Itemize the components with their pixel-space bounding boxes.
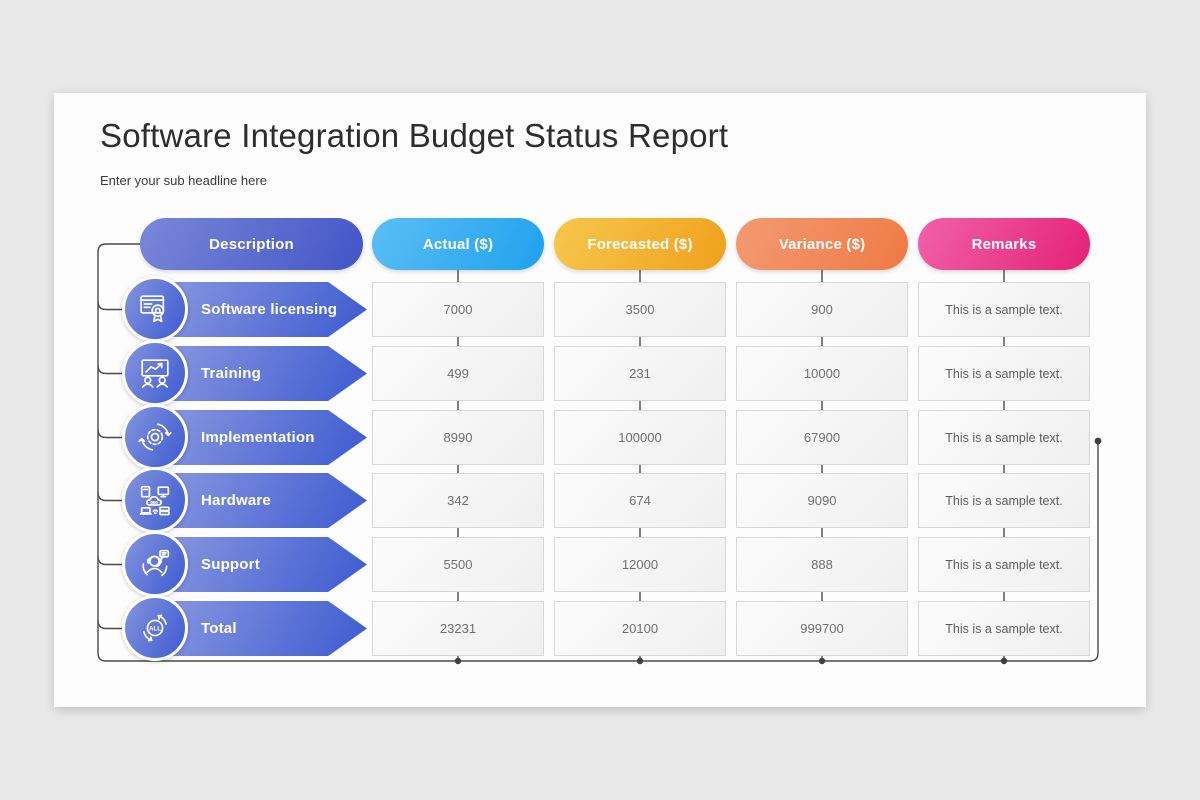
cell-forecasted-row1: 231 (554, 346, 726, 401)
hardware-icon (122, 467, 188, 533)
column-header-label: Actual ($) (422, 235, 494, 253)
page-subtitle: Enter your sub headline here (100, 173, 267, 188)
column-header-forecasted: Forecasted ($) (554, 218, 726, 270)
column-header-label: Forecasted ($) (587, 235, 693, 253)
column-header-description: Description (140, 218, 363, 270)
cell-actual-row4: 5500 (372, 537, 544, 592)
cell-variance-row1: 10000 (736, 346, 908, 401)
cell-remarks-row0: This is a sample text. (918, 282, 1090, 337)
cell-actual-row2: 8990 (372, 410, 544, 465)
column-header-label: Description (209, 235, 294, 253)
cell-forecasted-row2: 100000 (554, 410, 726, 465)
cell-remarks-row4: This is a sample text. (918, 537, 1090, 592)
cell-forecasted-row0: 3500 (554, 282, 726, 337)
implementation-icon (122, 404, 188, 470)
slide: Software Integration Budget Status Repor… (54, 93, 1146, 707)
column-header-variance: Variance ($) (736, 218, 908, 270)
row-label-text: Implementation (201, 429, 315, 446)
cell-forecasted-row4: 12000 (554, 537, 726, 592)
total-icon: ALL (122, 595, 188, 661)
software-licensing-icon (122, 276, 188, 342)
row-label-total: Total (173, 601, 367, 656)
row-label-hardware: Hardware (173, 473, 367, 528)
cell-remarks-row3: This is a sample text. (918, 473, 1090, 528)
cell-variance-row0: 900 (736, 282, 908, 337)
support-icon (122, 531, 188, 597)
cell-remarks-row5: This is a sample text. (918, 601, 1090, 656)
cell-variance-row4: 888 (736, 537, 908, 592)
cell-actual-row3: 342 (372, 473, 544, 528)
column-header-label: Variance ($) (778, 235, 866, 253)
cell-forecasted-row5: 20100 (554, 601, 726, 656)
row-label-support: Support (173, 537, 367, 592)
page-title: Software Integration Budget Status Repor… (100, 117, 729, 154)
cell-remarks-row1: This is a sample text. (918, 346, 1090, 401)
cell-variance-row3: 9090 (736, 473, 908, 528)
training-icon (122, 340, 188, 406)
column-header-label: Remarks (971, 235, 1037, 253)
column-header-remarks: Remarks (918, 218, 1090, 270)
cell-remarks-row2: This is a sample text. (918, 410, 1090, 465)
cell-actual-row0: 7000 (372, 282, 544, 337)
cell-actual-row5: 23231 (372, 601, 544, 656)
cell-variance-row2: 67900 (736, 410, 908, 465)
row-label-implementation: Implementation (173, 410, 367, 465)
cell-forecasted-row3: 674 (554, 473, 726, 528)
row-label-text: Software licensing (201, 301, 338, 318)
cell-variance-row5: 999700 (736, 601, 908, 656)
row-label-software-licensing: Software licensing (173, 282, 367, 337)
row-label-training: Training (173, 346, 367, 401)
column-header-actual: Actual ($) (372, 218, 544, 270)
svg-text:ALL: ALL (149, 625, 161, 632)
cell-actual-row1: 499 (372, 346, 544, 401)
